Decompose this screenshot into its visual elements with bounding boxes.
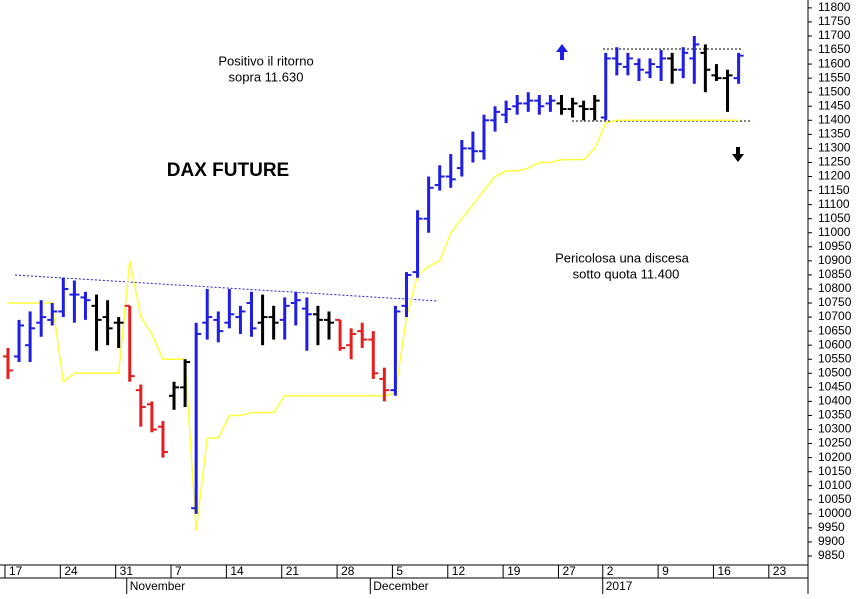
x-tick-label: 2	[607, 564, 614, 578]
annotation: sotto quota 11.400	[573, 266, 680, 281]
y-tick-label: 11550	[818, 70, 851, 84]
y-tick-label: 10900	[818, 253, 852, 267]
month-label: December	[373, 579, 428, 593]
y-tick-label: 10550	[818, 351, 852, 365]
month-label: 2017	[606, 579, 633, 593]
x-tick-label: 5	[396, 564, 403, 578]
y-tick-label: 11650	[818, 42, 851, 56]
y-tick-label: 10050	[818, 492, 852, 506]
x-tick-label: 9	[662, 564, 669, 578]
y-tick-label: 11600	[818, 56, 851, 70]
y-tick-label: 11100	[818, 197, 850, 211]
x-tick-label: 27	[562, 564, 576, 578]
stop-line	[7, 119, 739, 531]
x-tick-label: 7	[175, 564, 182, 578]
y-tick-label: 11250	[818, 155, 851, 169]
y-tick-label: 9850	[818, 548, 845, 562]
y-tick-label: 10150	[818, 464, 852, 478]
y-tick-label: 10350	[818, 408, 852, 422]
y-tick-label: 11150	[818, 183, 850, 197]
x-tick-label: 24	[64, 564, 78, 578]
y-tick-label: 10300	[818, 422, 852, 436]
up-arrow	[556, 44, 568, 60]
x-tick-label: 17	[9, 564, 23, 578]
annotation: sopra 11.630	[229, 69, 304, 84]
x-tick-label: 14	[230, 564, 244, 578]
y-tick-label: 11200	[818, 169, 851, 183]
y-tick-label: 10400	[818, 394, 852, 408]
y-tick-label: 10200	[818, 450, 852, 464]
y-tick-label: 10850	[818, 267, 852, 281]
y-tick-label: 11750	[818, 14, 851, 28]
month-label: November	[130, 579, 185, 593]
y-tick-label: 10450	[818, 380, 852, 394]
resistance-line	[14, 274, 439, 302]
y-tick-label: 11300	[818, 141, 851, 155]
y-tick-label: 10650	[818, 323, 852, 337]
y-tick-label: 11700	[818, 28, 851, 42]
y-tick-label: 11050	[818, 211, 851, 225]
y-tick-label: 11400	[818, 112, 851, 126]
x-tick-label: 28	[341, 564, 355, 578]
x-tick-label: 12	[452, 564, 466, 578]
y-tick-label: 9950	[818, 520, 845, 534]
y-tick-label: 10950	[818, 239, 852, 253]
annotation: Positivo il ritorno	[218, 53, 313, 68]
x-tick-label: 31	[120, 564, 134, 578]
down-arrow	[732, 147, 744, 162]
x-tick-label: 19	[507, 564, 521, 578]
y-tick-label: 10100	[818, 478, 852, 492]
y-tick-label: 9900	[818, 534, 845, 548]
x-tick-label: 23	[773, 564, 787, 578]
y-tick-label: 10600	[818, 337, 852, 351]
y-tick-label: 10250	[818, 436, 852, 450]
x-tick-label: 21	[286, 564, 300, 578]
y-tick-label: 10800	[818, 281, 852, 295]
x-tick-label: 16	[717, 564, 731, 578]
y-tick-label: 10750	[818, 295, 852, 309]
annotation: Pericolosa una discesa	[555, 250, 689, 265]
chart-title: DAX FUTURE	[167, 160, 289, 181]
y-tick-label: 11350	[818, 127, 851, 141]
y-tick-label: 10700	[818, 309, 852, 323]
y-tick-label: 11450	[818, 98, 851, 112]
y-tick-label: 11500	[818, 84, 851, 98]
y-tick-label: 10500	[818, 365, 852, 379]
y-tick-label: 11000	[818, 225, 851, 239]
y-tick-label: 11800	[818, 0, 851, 14]
y-tick-label: 10000	[818, 506, 852, 520]
